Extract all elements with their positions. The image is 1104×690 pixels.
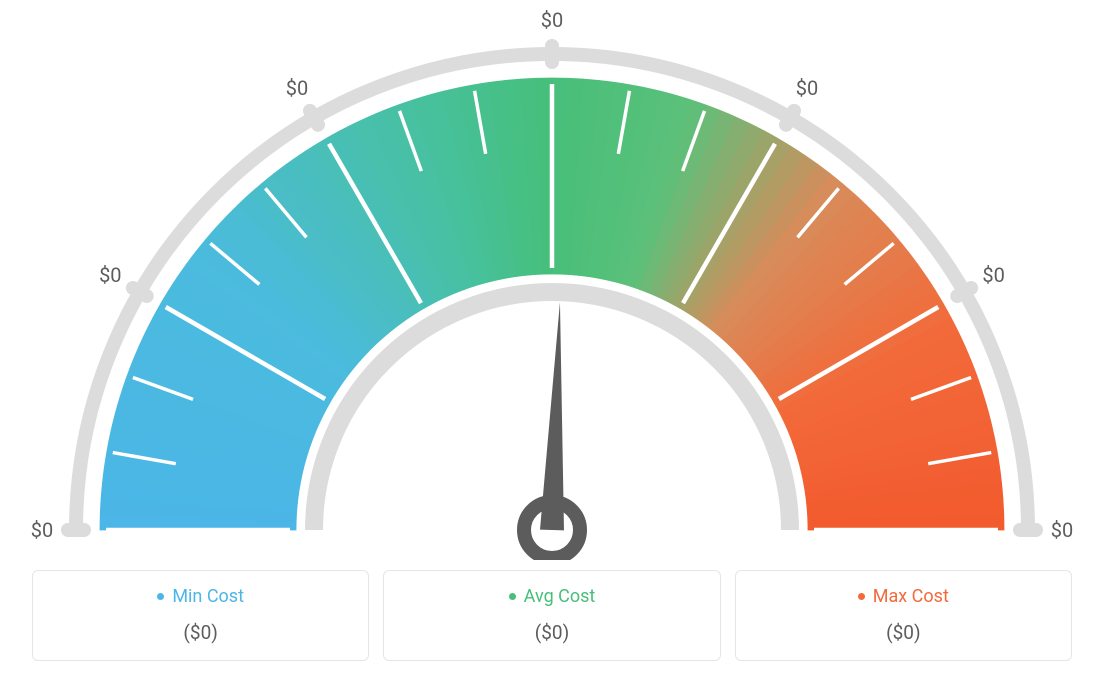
legend-value-min: ($0): [33, 621, 368, 644]
legend-card-avg: Avg Cost ($0): [383, 570, 720, 661]
legend-value-avg: ($0): [384, 621, 719, 644]
legend-card-min: Min Cost ($0): [32, 570, 369, 661]
gauge-svg: [0, 0, 1104, 560]
gauge-scale-label: $0: [99, 263, 121, 287]
legend-text-max: Max Cost: [873, 586, 949, 607]
gauge-scale-label: $0: [31, 518, 53, 542]
legend-label-avg: Avg Cost: [509, 586, 596, 607]
legend-dot-avg: [509, 593, 516, 600]
gauge-scale-label: $0: [796, 76, 818, 100]
gauge-scale-label: $0: [541, 8, 563, 32]
legend-text-min: Min Cost: [172, 586, 244, 607]
legend-value-max: ($0): [736, 621, 1071, 644]
legend-dot-min: [157, 593, 164, 600]
gauge-scale-label: $0: [1051, 518, 1073, 542]
legend-text-avg: Avg Cost: [524, 586, 596, 607]
gauge-scale-label: $0: [286, 76, 308, 100]
legend-dot-max: [858, 593, 865, 600]
legend-label-min: Min Cost: [157, 586, 244, 607]
gauge-scale-label: $0: [982, 263, 1004, 287]
legend-label-max: Max Cost: [858, 586, 949, 607]
cost-gauge: $0 $0 $0 $0 $0 $0 $0: [0, 0, 1104, 560]
legend-row: Min Cost ($0) Avg Cost ($0) Max Cost ($0…: [0, 570, 1104, 661]
legend-card-max: Max Cost ($0): [735, 570, 1072, 661]
